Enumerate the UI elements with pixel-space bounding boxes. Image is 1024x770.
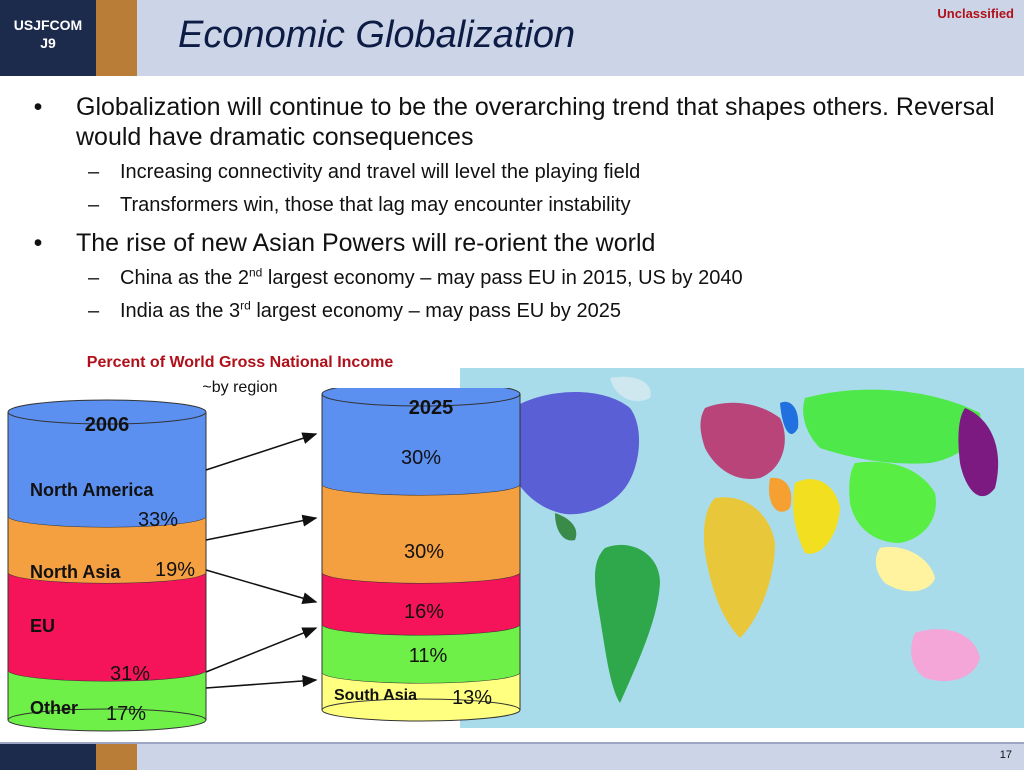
- stack-2025-value-south-asia: 13%: [452, 687, 492, 709]
- org-logo-text: USJFCOM J9: [0, 16, 96, 52]
- stack-2006-bottom-eu: [8, 659, 206, 681]
- stack-2006-value-other: 17%: [106, 703, 146, 725]
- sub-bullet-dash: –: [88, 300, 100, 322]
- map-australia: [911, 629, 980, 682]
- stack-2006: 2006 North America 33% North Asia 19% EU…: [7, 399, 207, 732]
- arrow-north-asia: [205, 514, 318, 541]
- stack-2025-value-eu: 16%: [404, 601, 444, 623]
- world-cartogram-map: [460, 368, 1024, 728]
- stack-2025-label-south-asia: South Asia: [334, 687, 417, 704]
- stack-2025-bottom-north-america: [322, 473, 520, 495]
- arrow-eu-other: [205, 627, 318, 673]
- stack-2025-bottom-north-asia: [322, 561, 520, 583]
- stack-2006-segment-north-america: [8, 412, 206, 516]
- stack-2025-bottom-other: [322, 661, 520, 683]
- bullet-1-text: Globalization will continue to be the ov…: [76, 93, 995, 151]
- footer-accent-stripe: [96, 744, 137, 770]
- sub-bullet-dash: –: [88, 161, 100, 183]
- stack-2025: 2025 30% 30% 16% 11% South Asia 13%: [321, 388, 521, 722]
- bullet-2: • The rise of new Asian Powers will re-o…: [28, 228, 1008, 258]
- bullet-dot: •: [33, 229, 43, 257]
- chart-subtitle: ~by region: [202, 379, 278, 396]
- stack-2025-segment-north-america: [322, 394, 520, 484]
- map-scandinavia: [780, 401, 799, 434]
- stack-2006-value-eu: 31%: [110, 663, 150, 685]
- map-south-america: [595, 544, 660, 703]
- org-line-2: J9: [40, 35, 56, 51]
- map-africa: [703, 497, 775, 638]
- stack-2025-value-north-america: 30%: [401, 447, 441, 469]
- stack-2006-value-north-asia: 19%: [155, 559, 195, 581]
- stack-2006-label-eu: EU: [30, 616, 55, 636]
- sub-bullet-1-2-text: Transformers win, those that lag may enc…: [120, 194, 631, 216]
- stack-2006-label-other: Other: [30, 698, 78, 718]
- stack-2006-segment-eu: [8, 572, 206, 670]
- sub-bullet-dash: –: [88, 267, 100, 289]
- stack-2006-label-north-asia: North Asia: [30, 562, 121, 582]
- stack-2025-segment-north-asia: [322, 484, 520, 572]
- sub-bullet-2-1: – China as the 2nd largest economy – may…: [28, 266, 1008, 291]
- stack-2025-year-label: 2025: [409, 397, 454, 419]
- classification-label: Unclassified: [937, 6, 1014, 21]
- stack-2025-value-north-asia: 30%: [404, 541, 444, 563]
- sub-bullet-2-1-pre: China as the 2: [120, 267, 249, 289]
- stack-2006-year-label: 2006: [85, 414, 130, 436]
- arrow-other-south-asia: [205, 674, 318, 689]
- map-japan: [958, 408, 999, 497]
- map-middle-east: [769, 477, 792, 512]
- map-russia: [803, 389, 981, 464]
- sub-bullet-1-1: – Increasing connectivity and travel wil…: [28, 160, 1008, 185]
- slide-footer: 17: [0, 742, 1024, 770]
- sub-bullet-2-1-post: largest economy – may pass EU in 2015, U…: [262, 267, 743, 289]
- sub-bullet-2-2: – India as the 3rd largest economy – may…: [28, 299, 1008, 324]
- stack-2006-value-north-america: 33%: [138, 509, 178, 531]
- map-central-america: [555, 513, 577, 541]
- stack-2025-value-other: 11%: [409, 645, 448, 667]
- bullet-dot: •: [33, 93, 43, 121]
- slide-header: USJFCOM J9 Economic Globalization Unclas…: [0, 0, 1024, 76]
- bullet-2-text: The rise of new Asian Powers will re-ori…: [76, 229, 656, 257]
- map-china: [849, 461, 936, 543]
- sub-bullet-2-2-sup: rd: [240, 298, 251, 313]
- header-accent-stripe: [96, 0, 137, 76]
- stack-2006-label-north-america: North America: [30, 480, 154, 500]
- map-india: [793, 479, 840, 554]
- slide-title: Economic Globalization: [178, 14, 576, 56]
- sub-bullet-1-1-text: Increasing connectivity and travel will …: [120, 161, 641, 183]
- sub-bullet-2-1-sup: nd: [248, 265, 263, 280]
- gni-stack-chart: 2006 North America 33% North Asia 19% EU…: [7, 388, 521, 732]
- page-number: 17: [999, 749, 1012, 761]
- map-greenland: [610, 376, 651, 402]
- bullet-list: • Globalization will continue to be the …: [28, 92, 1008, 324]
- bullet-1: • Globalization will continue to be the …: [28, 92, 1008, 152]
- map-southeast-asia: [875, 547, 935, 592]
- stack-2006-bottom-north-america: [8, 505, 206, 527]
- sub-bullet-2-2-post: largest economy – may pass EU by 2025: [250, 300, 621, 322]
- stack-2025-bottom-eu: [322, 613, 520, 635]
- sub-bullet-1-2: – Transformers win, those that lag may e…: [28, 193, 1008, 218]
- arrow-north-asia-2: [205, 569, 318, 604]
- map-north-america: [495, 391, 640, 515]
- arrow-north-america: [205, 432, 318, 471]
- stack-2006-bottom-north-asia: [8, 561, 206, 583]
- chart-title: Percent of World Gross National Income: [86, 354, 394, 371]
- org-line-1: USJFCOM: [13, 17, 83, 33]
- map-europe: [700, 402, 785, 479]
- sub-bullet-2-2-pre: India as the 3: [120, 300, 241, 322]
- sub-bullet-dash: –: [88, 194, 100, 216]
